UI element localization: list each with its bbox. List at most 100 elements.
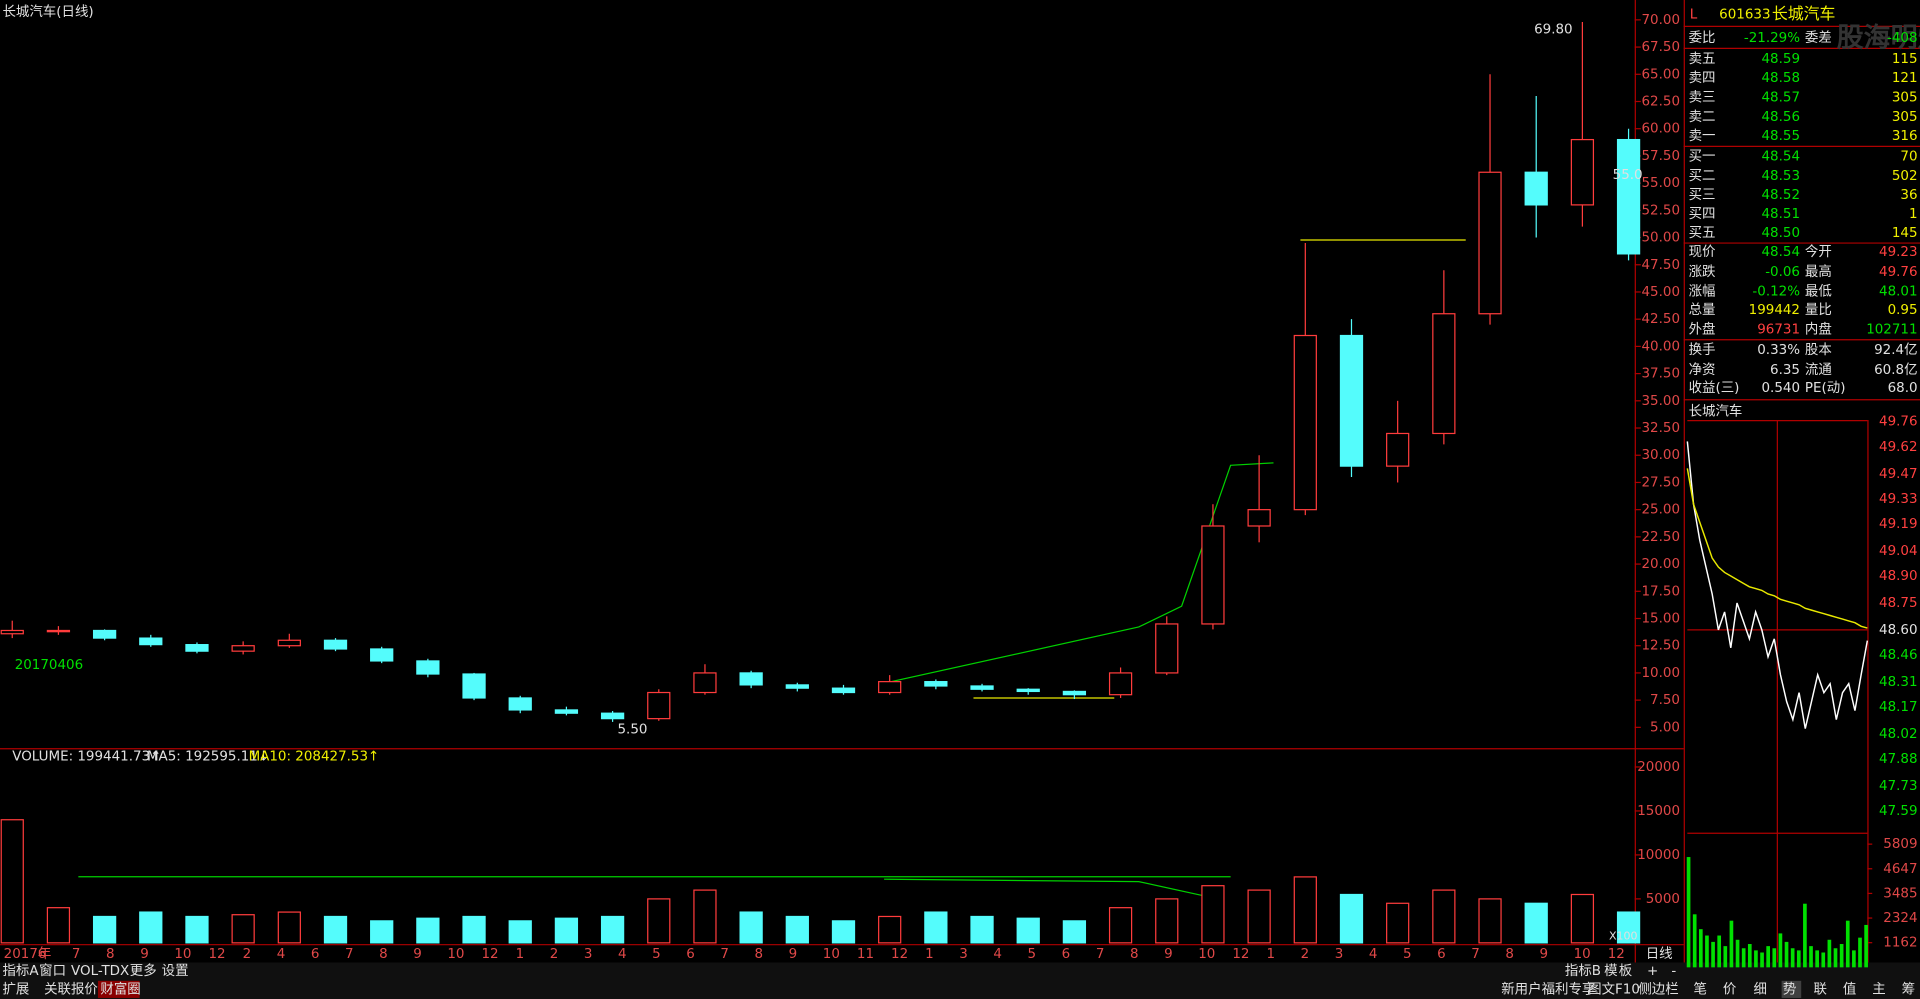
quote-cell: 102711	[1866, 322, 1917, 337]
y-tick-label: 12.50	[1641, 639, 1680, 654]
tab[interactable]: 窗口	[39, 962, 66, 979]
book-label: 卖三	[1689, 89, 1716, 105]
tab[interactable]: 主	[1872, 981, 1885, 997]
volume-bar	[1845, 920, 1850, 968]
candle-body	[878, 681, 902, 694]
x-tick-label: 7	[720, 947, 729, 962]
x-tick-label: 2	[550, 947, 559, 962]
stock-name: 长城汽车	[1772, 4, 1836, 23]
x-tick-label: 4	[277, 947, 286, 962]
y-tick-label: 48.31	[1879, 675, 1918, 690]
price-line	[1686, 468, 1868, 629]
quote-cell: PE(动)	[1805, 380, 1846, 396]
tab[interactable]: 图文F10	[1588, 981, 1640, 997]
tab[interactable]: 模	[1604, 963, 1617, 979]
x-tick-label: 12	[208, 947, 225, 962]
candle-body	[739, 672, 763, 686]
candle-body	[1247, 509, 1271, 527]
tab[interactable]: 价	[1723, 982, 1737, 997]
volume-bar	[1827, 939, 1832, 968]
candle-body	[0, 629, 24, 635]
volume-bar	[1754, 950, 1758, 968]
candle-body	[1339, 334, 1364, 467]
quote-cell: 6.35	[1770, 363, 1800, 378]
tab[interactable]: 更多	[130, 962, 157, 979]
x-tick-label: 5	[1028, 947, 1037, 962]
volume-bar	[1809, 946, 1813, 968]
quote-cell: 48.54	[1761, 245, 1800, 260]
quote-cell: 48.01	[1879, 284, 1918, 299]
tab[interactable]: 指标B	[1565, 963, 1601, 979]
book-price: 48.54	[1761, 150, 1800, 165]
y-tick-label: 47.50	[1641, 258, 1680, 273]
book-price: 48.52	[1761, 188, 1800, 203]
tab[interactable]: 扩展	[2, 981, 29, 997]
y-tick-label: 48.46	[1879, 648, 1918, 663]
book-label: 买二	[1689, 168, 1716, 184]
tab[interactable]: +	[1647, 964, 1658, 979]
x-tick-label: 6	[38, 947, 47, 962]
tab[interactable]: VOL-TDX	[71, 964, 129, 979]
y-tick-label: 50.00	[1641, 231, 1680, 246]
tab[interactable]: 笔	[1693, 981, 1706, 997]
volume-bar	[1016, 917, 1040, 944]
tab[interactable]: 指标A	[2, 963, 39, 979]
volume-bar	[1760, 952, 1764, 968]
quote-cell: 股本	[1805, 342, 1832, 358]
y-tick-label: 17.50	[1641, 584, 1680, 599]
y-tick-label: 47.73	[1879, 779, 1918, 794]
y-tick-label: 48.75	[1879, 596, 1918, 611]
volume-bar	[831, 920, 856, 944]
volume-bar	[1711, 941, 1715, 968]
candle-body	[1432, 313, 1456, 435]
tab[interactable]: 筹	[1902, 980, 1915, 997]
tab[interactable]: 值	[1843, 981, 1856, 997]
book-price: 48.59	[1761, 52, 1800, 67]
tab[interactable]: 设置	[162, 963, 189, 979]
legend-item: VOLUME: 199441.73↑	[12, 750, 161, 765]
quote-cell: 92.4亿	[1874, 342, 1917, 358]
quote-cell: 49.76	[1879, 265, 1918, 280]
tab[interactable]: 侧边栏	[1638, 981, 1678, 997]
x-tick-label: 7	[1471, 947, 1480, 962]
y-tick-label: 32.50	[1641, 421, 1680, 436]
x-tick-label: 12	[481, 947, 498, 962]
tab[interactable]: 财富圈	[100, 980, 140, 997]
book-size: 305	[1892, 110, 1918, 125]
volume-bar	[1772, 948, 1777, 968]
candle-body	[924, 681, 948, 687]
drawn-trend	[883, 462, 1274, 684]
y-tick-label: 55.00	[1641, 176, 1680, 191]
quote-cell: 60.8亿	[1874, 362, 1917, 378]
volume-bar	[1616, 911, 1641, 944]
volume-bar	[1796, 950, 1801, 968]
x-tick-label: 9	[789, 947, 798, 962]
candle-body	[1155, 623, 1179, 674]
volume-bar	[1062, 920, 1087, 944]
x-tick-label: 3	[584, 947, 593, 962]
candle-body	[1570, 138, 1595, 206]
tab[interactable]: 联	[1813, 981, 1826, 997]
x-tick-label: 4	[1369, 947, 1378, 962]
volume-bar	[1432, 889, 1456, 944]
tab[interactable]: 势	[1783, 981, 1796, 997]
volume-bar	[1833, 948, 1838, 968]
tab[interactable]: -	[1671, 964, 1676, 979]
y-tick-label: 48.17	[1879, 700, 1918, 715]
quote-cell: 流通	[1805, 362, 1832, 378]
volume-bar	[1339, 893, 1364, 944]
candle-body	[1062, 690, 1087, 696]
candle-body	[92, 629, 117, 639]
x-tick-label: 8	[379, 947, 388, 962]
y-tick-label: 37.50	[1641, 367, 1680, 382]
volume-bar	[1784, 941, 1789, 968]
volume-bar	[1386, 902, 1410, 944]
tab-bar	[0, 962, 1920, 999]
x-tick-label: 4	[618, 947, 627, 962]
tab[interactable]: 新用户福利专享	[1501, 980, 1595, 997]
x-tick-label: 5	[1403, 947, 1412, 962]
tab[interactable]: 关联报价	[44, 981, 98, 997]
quote-cell: 199442	[1749, 303, 1800, 318]
tab[interactable]: 细	[1753, 981, 1766, 997]
tab[interactable]: 板	[1619, 963, 1632, 979]
